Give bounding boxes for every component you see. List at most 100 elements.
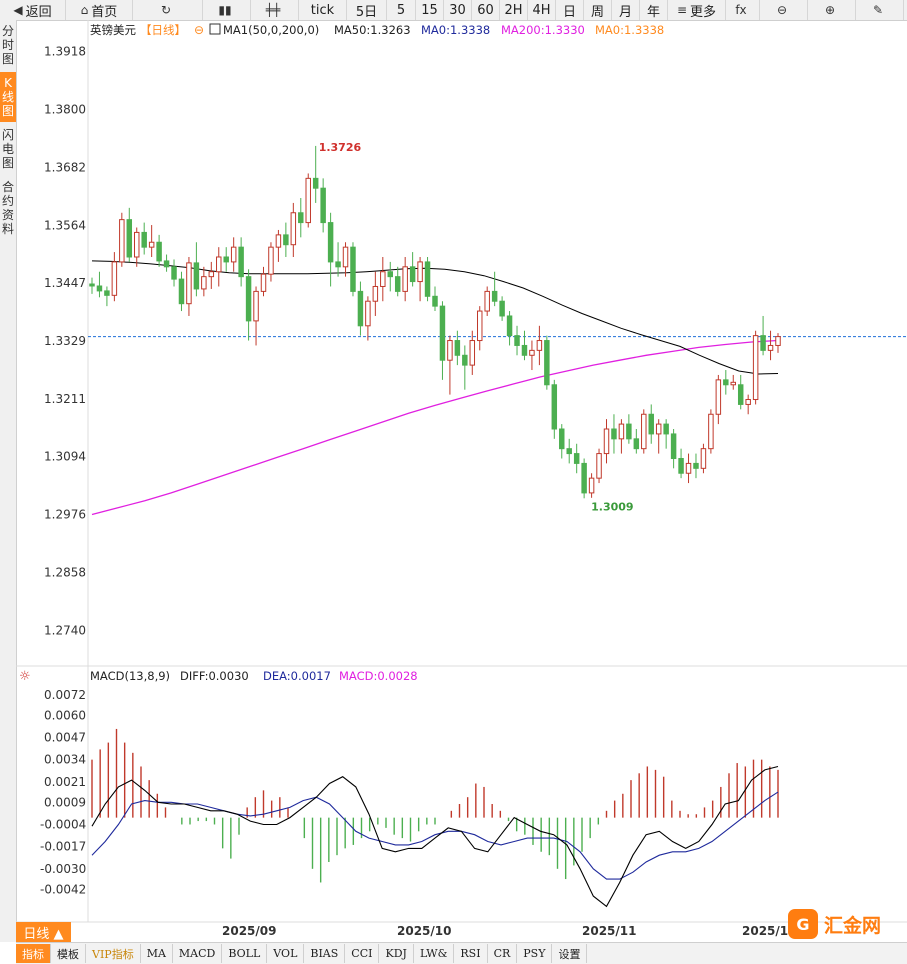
indicator-tab-7[interactable]: BIAS <box>304 944 346 963</box>
period-日[interactable]: 日 <box>556 0 584 20</box>
chart-area[interactable]: 1.3918 1.3800 1.3682 1.3564 1.3447 1.3329 1.32… <box>16 20 907 942</box>
sidebar-tab-2[interactable]: 闪电图 <box>1 128 14 170</box>
home-button[interactable]: ⌂ 首页 <box>66 0 133 20</box>
sidebar-tab-3[interactable]: 合约资料 <box>1 180 14 236</box>
tick-button[interactable]: tick <box>299 0 347 20</box>
candle-body <box>320 187 326 224</box>
sidebar-tab-1[interactable]: K线图 <box>0 72 16 122</box>
more-button-label: 更多 <box>690 4 717 20</box>
zoom-out-button[interactable]: ⊖ <box>760 0 808 20</box>
ma200-line <box>91 339 779 516</box>
indicator-tab-14[interactable]: 设置 <box>552 944 588 963</box>
period-15[interactable]: 15 <box>416 0 444 20</box>
price-tick-label: 1.2740 <box>44 624 86 638</box>
bar-chart-icon: ▮▮ <box>218 3 232 17</box>
indicator-tab-1[interactable]: 模板 <box>51 944 86 963</box>
candle-body <box>134 231 140 258</box>
period-4H-label: 4H <box>532 2 551 18</box>
indicator-tab-9[interactable]: KDJ <box>379 944 414 963</box>
candle-body <box>186 262 192 305</box>
period-年-label: 年 <box>646 4 660 20</box>
candle-body <box>573 453 580 464</box>
candle-body <box>335 261 341 268</box>
period-5日[interactable]: 5日 <box>347 0 387 20</box>
candle-body <box>126 219 133 258</box>
period-60[interactable]: 60 <box>472 0 500 20</box>
indicator-tab-2[interactable]: VIP指标 <box>86 944 141 963</box>
dea-line <box>91 791 779 880</box>
legend-symbol: 英镑美元 <box>90 23 136 37</box>
macd-tick-label: -0.0030 <box>40 862 86 876</box>
candle-body <box>372 285 379 302</box>
period-月-label: 月 <box>618 4 632 20</box>
indicator-tab-0[interactable]: 指标 <box>16 944 51 963</box>
period-2H[interactable]: 2H <box>500 0 528 20</box>
candle-body <box>357 290 364 327</box>
period-30[interactable]: 30 <box>444 0 472 20</box>
candle-body <box>633 438 640 450</box>
indicator-tab-5[interactable]: BOLL <box>222 944 268 963</box>
back-button[interactable]: ◀ 返回 <box>0 0 66 20</box>
candle-body <box>439 305 446 361</box>
legend-indicator-icon <box>209 23 221 35</box>
sidebar-tab-0[interactable]: 分时图 <box>1 24 14 66</box>
period-周[interactable]: 周 <box>584 0 612 20</box>
period-selector-button[interactable]: 日线 ▲ <box>16 922 71 942</box>
price-tick-label: 1.2858 <box>44 566 86 580</box>
candle-body <box>178 278 185 305</box>
candle-body <box>760 335 766 351</box>
period-4H[interactable]: 4H <box>528 0 556 20</box>
high-annotation: 1.3726 <box>319 141 362 154</box>
indicator-tab-6[interactable]: VOL <box>267 944 305 963</box>
indicator-tab-10[interactable]: LW& <box>414 944 455 963</box>
macd-tick-label: -0.0017 <box>40 840 86 854</box>
indicator-tab-bar: 指标 模板 VIP指标 MA MACD BOLL VOL BIAS CCI KDJ LW& RSI CR… <box>16 942 907 964</box>
indicator-tab-13[interactable]: PSY <box>517 944 553 963</box>
period-年[interactable]: 年 <box>640 0 668 20</box>
candle-body <box>462 354 468 366</box>
candle-body <box>417 261 423 283</box>
period-5[interactable]: 5 <box>387 0 416 20</box>
candle-body <box>253 290 259 322</box>
macd-legend-diff: DIFF:0.0030 <box>180 669 249 683</box>
price-tick-label: 1.3447 <box>44 276 86 290</box>
candle-body <box>559 428 565 450</box>
formula-button[interactable]: fx <box>726 0 760 20</box>
candle-body <box>193 262 200 290</box>
menu-icon: ≡ <box>676 3 688 17</box>
indicator-tab-3[interactable]: MA <box>141 944 173 963</box>
indicator-tab-12[interactable]: CR <box>488 944 518 963</box>
back-button-label: 返回 <box>25 4 52 20</box>
zoom-in-button[interactable]: ⊕ <box>808 0 856 20</box>
refresh-button[interactable]: ↻ <box>133 0 203 20</box>
candle-body <box>454 340 461 356</box>
macd-legend-macd: MACD:0.0028 <box>339 669 418 683</box>
candle-body <box>141 231 147 248</box>
indicator-tab-4[interactable]: MACD <box>173 944 223 963</box>
indicator-tab-8[interactable]: CCI <box>345 944 380 963</box>
candle-body <box>245 276 252 322</box>
more-button[interactable]: ≡ 更多 <box>668 0 726 20</box>
bar-chart-button[interactable]: ▮▮ <box>203 0 251 20</box>
candle-body <box>365 300 371 327</box>
macd-tick-label: 0.0072 <box>44 688 86 702</box>
candle-body <box>148 241 155 248</box>
candle-body <box>648 413 654 435</box>
candle-body <box>111 261 118 296</box>
candle-body <box>588 477 595 494</box>
candle-body <box>566 448 572 455</box>
candle-body <box>730 381 736 386</box>
candle-body <box>678 457 684 474</box>
candlestick-button[interactable]: ╪╪ <box>251 0 299 20</box>
time-axis-label: 2025/10 <box>397 924 451 938</box>
period-月[interactable]: 月 <box>612 0 640 20</box>
back-arrow-icon: ◀ <box>13 3 23 17</box>
price-tick-label: 1.3800 <box>44 103 86 117</box>
price-tick-label: 1.2976 <box>44 508 86 522</box>
draw-tool-button[interactable]: ✎ <box>856 0 904 20</box>
macd-histogram <box>91 728 779 883</box>
indicator-tab-11[interactable]: RSI <box>454 944 488 963</box>
candle-body <box>655 423 662 435</box>
huijin-logo-text: 汇金网 <box>824 914 882 937</box>
candle-body <box>327 222 334 263</box>
